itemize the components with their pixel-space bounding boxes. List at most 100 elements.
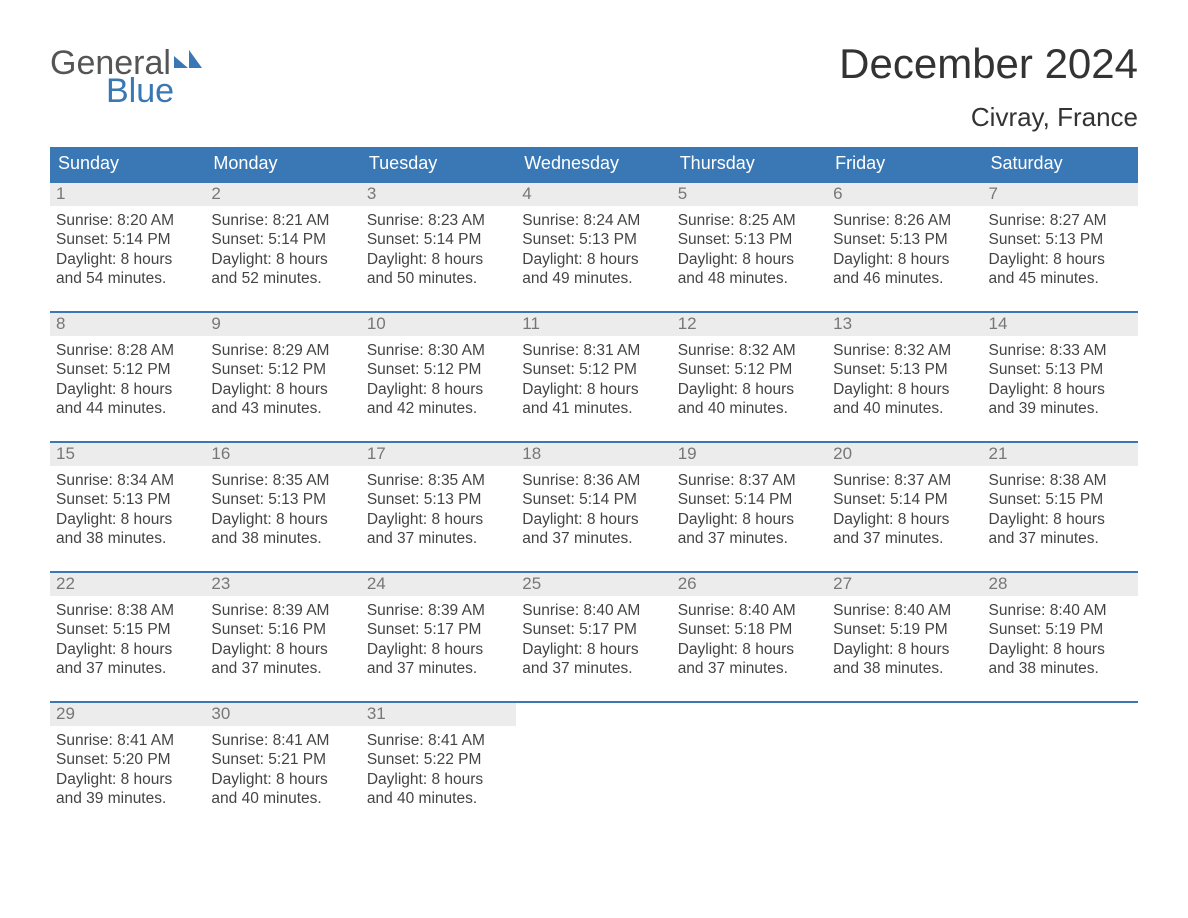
daylight-line: Daylight: 8 hours and 40 minutes. bbox=[833, 380, 976, 419]
calendar-cell: 2 Sunrise: 8:21 AMSunset: 5:14 PMDaylight… bbox=[205, 183, 360, 293]
calendar-cell bbox=[983, 703, 1138, 813]
sunrise-line: Sunrise: 8:20 AM bbox=[56, 211, 199, 230]
day-body: Sunrise: 8:41 AMSunset: 5:22 PMDaylight:… bbox=[361, 726, 516, 813]
sunrise-line: Sunrise: 8:39 AM bbox=[211, 601, 354, 620]
daylight-line: Daylight: 8 hours and 37 minutes. bbox=[989, 510, 1132, 549]
day-body: Sunrise: 8:27 AMSunset: 5:13 PMDaylight:… bbox=[983, 206, 1138, 293]
sunset-line: Sunset: 5:19 PM bbox=[833, 620, 976, 639]
daylight-line: Daylight: 8 hours and 39 minutes. bbox=[989, 380, 1132, 419]
daylight-line: Daylight: 8 hours and 37 minutes. bbox=[211, 640, 354, 679]
day-number: 20 bbox=[827, 443, 982, 466]
day-number bbox=[672, 703, 827, 706]
sunrise-line: Sunrise: 8:34 AM bbox=[56, 471, 199, 490]
calendar-cell: 24Sunrise: 8:39 AMSunset: 5:17 PMDayligh… bbox=[361, 573, 516, 683]
day-body: Sunrise: 8:31 AMSunset: 5:12 PMDaylight:… bbox=[516, 336, 671, 423]
day-number: 10 bbox=[361, 313, 516, 336]
sunset-line: Sunset: 5:18 PM bbox=[678, 620, 821, 639]
sunrise-line: Sunrise: 8:27 AM bbox=[989, 211, 1132, 230]
day-number: 28 bbox=[983, 573, 1138, 596]
day-number: 26 bbox=[672, 573, 827, 596]
day-number: 30 bbox=[205, 703, 360, 726]
sunset-line: Sunset: 5:13 PM bbox=[678, 230, 821, 249]
brand-flag-icon bbox=[174, 40, 202, 74]
day-number: 13 bbox=[827, 313, 982, 336]
day-body: Sunrise: 8:41 AMSunset: 5:21 PMDaylight:… bbox=[205, 726, 360, 813]
sunrise-line: Sunrise: 8:41 AM bbox=[211, 731, 354, 750]
sunset-line: Sunset: 5:14 PM bbox=[367, 230, 510, 249]
day-body: Sunrise: 8:29 AMSunset: 5:12 PMDaylight:… bbox=[205, 336, 360, 423]
day-body: Sunrise: 8:41 AMSunset: 5:20 PMDaylight:… bbox=[50, 726, 205, 813]
sunset-line: Sunset: 5:13 PM bbox=[367, 490, 510, 509]
day-body: Sunrise: 8:26 AMSunset: 5:13 PMDaylight:… bbox=[827, 206, 982, 293]
daylight-line: Daylight: 8 hours and 52 minutes. bbox=[211, 250, 354, 289]
calendar-cell: 9Sunrise: 8:29 AMSunset: 5:12 PMDaylight… bbox=[205, 313, 360, 423]
day-body: Sunrise: 8:38 AMSunset: 5:15 PMDaylight:… bbox=[983, 466, 1138, 553]
daylight-line: Daylight: 8 hours and 37 minutes. bbox=[678, 640, 821, 679]
daylight-line: Daylight: 8 hours and 49 minutes. bbox=[522, 250, 665, 289]
day-number: 14 bbox=[983, 313, 1138, 336]
sunrise-line: Sunrise: 8:28 AM bbox=[56, 341, 199, 360]
daylight-line: Daylight: 8 hours and 46 minutes. bbox=[833, 250, 976, 289]
sunrise-line: Sunrise: 8:40 AM bbox=[833, 601, 976, 620]
sunrise-line: Sunrise: 8:23 AM bbox=[367, 211, 510, 230]
sunrise-line: Sunrise: 8:29 AM bbox=[211, 341, 354, 360]
sunrise-line: Sunrise: 8:38 AM bbox=[56, 601, 199, 620]
day-body: Sunrise: 8:35 AMSunset: 5:13 PMDaylight:… bbox=[205, 466, 360, 553]
calendar-cell: 19Sunrise: 8:37 AMSunset: 5:14 PMDayligh… bbox=[672, 443, 827, 553]
daylight-line: Daylight: 8 hours and 37 minutes. bbox=[522, 510, 665, 549]
day-header-cell: Tuesday bbox=[361, 147, 516, 181]
daylight-line: Daylight: 8 hours and 37 minutes. bbox=[522, 640, 665, 679]
sunset-line: Sunset: 5:12 PM bbox=[56, 360, 199, 379]
calendar-cell: 15Sunrise: 8:34 AMSunset: 5:13 PMDayligh… bbox=[50, 443, 205, 553]
sunrise-line: Sunrise: 8:41 AM bbox=[367, 731, 510, 750]
sunrise-line: Sunrise: 8:30 AM bbox=[367, 341, 510, 360]
location: Civray, France bbox=[839, 102, 1138, 133]
daylight-line: Daylight: 8 hours and 41 minutes. bbox=[522, 380, 665, 419]
day-number: 4 bbox=[516, 183, 671, 206]
sunrise-line: Sunrise: 8:21 AM bbox=[211, 211, 354, 230]
daylight-line: Daylight: 8 hours and 38 minutes. bbox=[833, 640, 976, 679]
sunset-line: Sunset: 5:14 PM bbox=[833, 490, 976, 509]
calendar-cell: 29Sunrise: 8:41 AMSunset: 5:20 PMDayligh… bbox=[50, 703, 205, 813]
day-body: Sunrise: 8:39 AMSunset: 5:16 PMDaylight:… bbox=[205, 596, 360, 683]
day-number bbox=[516, 703, 671, 706]
calendar-cell: 31Sunrise: 8:41 AMSunset: 5:22 PMDayligh… bbox=[361, 703, 516, 813]
sunrise-line: Sunrise: 8:35 AM bbox=[367, 471, 510, 490]
daylight-line: Daylight: 8 hours and 38 minutes. bbox=[56, 510, 199, 549]
sunrise-line: Sunrise: 8:32 AM bbox=[833, 341, 976, 360]
day-header-cell: Wednesday bbox=[516, 147, 671, 181]
day-number: 24 bbox=[361, 573, 516, 596]
calendar-cell: 20 Sunrise: 8:37 AMSunset: 5:14 PMDayligh… bbox=[827, 443, 982, 553]
day-number bbox=[983, 703, 1138, 706]
day-body: Sunrise: 8:20 AMSunset: 5:14 PMDaylight:… bbox=[50, 206, 205, 293]
day-number: 31 bbox=[361, 703, 516, 726]
day-header-cell: Monday bbox=[205, 147, 360, 181]
calendar-cell: 21Sunrise: 8:38 AMSunset: 5:15 PMDayligh… bbox=[983, 443, 1138, 553]
day-number: 7 bbox=[983, 183, 1138, 206]
daylight-line: Daylight: 8 hours and 40 minutes. bbox=[211, 770, 354, 809]
calendar-cell: 13Sunrise: 8:32 AMSunset: 5:13 PMDayligh… bbox=[827, 313, 982, 423]
calendar-cell: 18Sunrise: 8:36 AMSunset: 5:14 PMDayligh… bbox=[516, 443, 671, 553]
sunset-line: Sunset: 5:14 PM bbox=[211, 230, 354, 249]
sunrise-line: Sunrise: 8:37 AM bbox=[833, 471, 976, 490]
day-number: 6 bbox=[827, 183, 982, 206]
sunrise-line: Sunrise: 8:25 AM bbox=[678, 211, 821, 230]
calendar-cell bbox=[827, 703, 982, 813]
sunset-line: Sunset: 5:14 PM bbox=[678, 490, 821, 509]
sunrise-line: Sunrise: 8:38 AM bbox=[989, 471, 1132, 490]
day-number: 5 bbox=[672, 183, 827, 206]
calendar-cell: 30Sunrise: 8:41 AMSunset: 5:21 PMDayligh… bbox=[205, 703, 360, 813]
calendar-cell: 27Sunrise: 8:40 AMSunset: 5:19 PMDayligh… bbox=[827, 573, 982, 683]
day-body: Sunrise: 8:32 AMSunset: 5:13 PMDaylight:… bbox=[827, 336, 982, 423]
day-number: 2 bbox=[205, 183, 360, 206]
day-number: 9 bbox=[205, 313, 360, 336]
day-number: 23 bbox=[205, 573, 360, 596]
sunrise-line: Sunrise: 8:35 AM bbox=[211, 471, 354, 490]
sunset-line: Sunset: 5:19 PM bbox=[989, 620, 1132, 639]
daylight-line: Daylight: 8 hours and 48 minutes. bbox=[678, 250, 821, 289]
sunrise-line: Sunrise: 8:41 AM bbox=[56, 731, 199, 750]
daylight-line: Daylight: 8 hours and 37 minutes. bbox=[833, 510, 976, 549]
day-number: 11 bbox=[516, 313, 671, 336]
calendar-cell: 25Sunrise: 8:40 AMSunset: 5:17 PMDayligh… bbox=[516, 573, 671, 683]
day-body: Sunrise: 8:32 AMSunset: 5:12 PMDaylight:… bbox=[672, 336, 827, 423]
